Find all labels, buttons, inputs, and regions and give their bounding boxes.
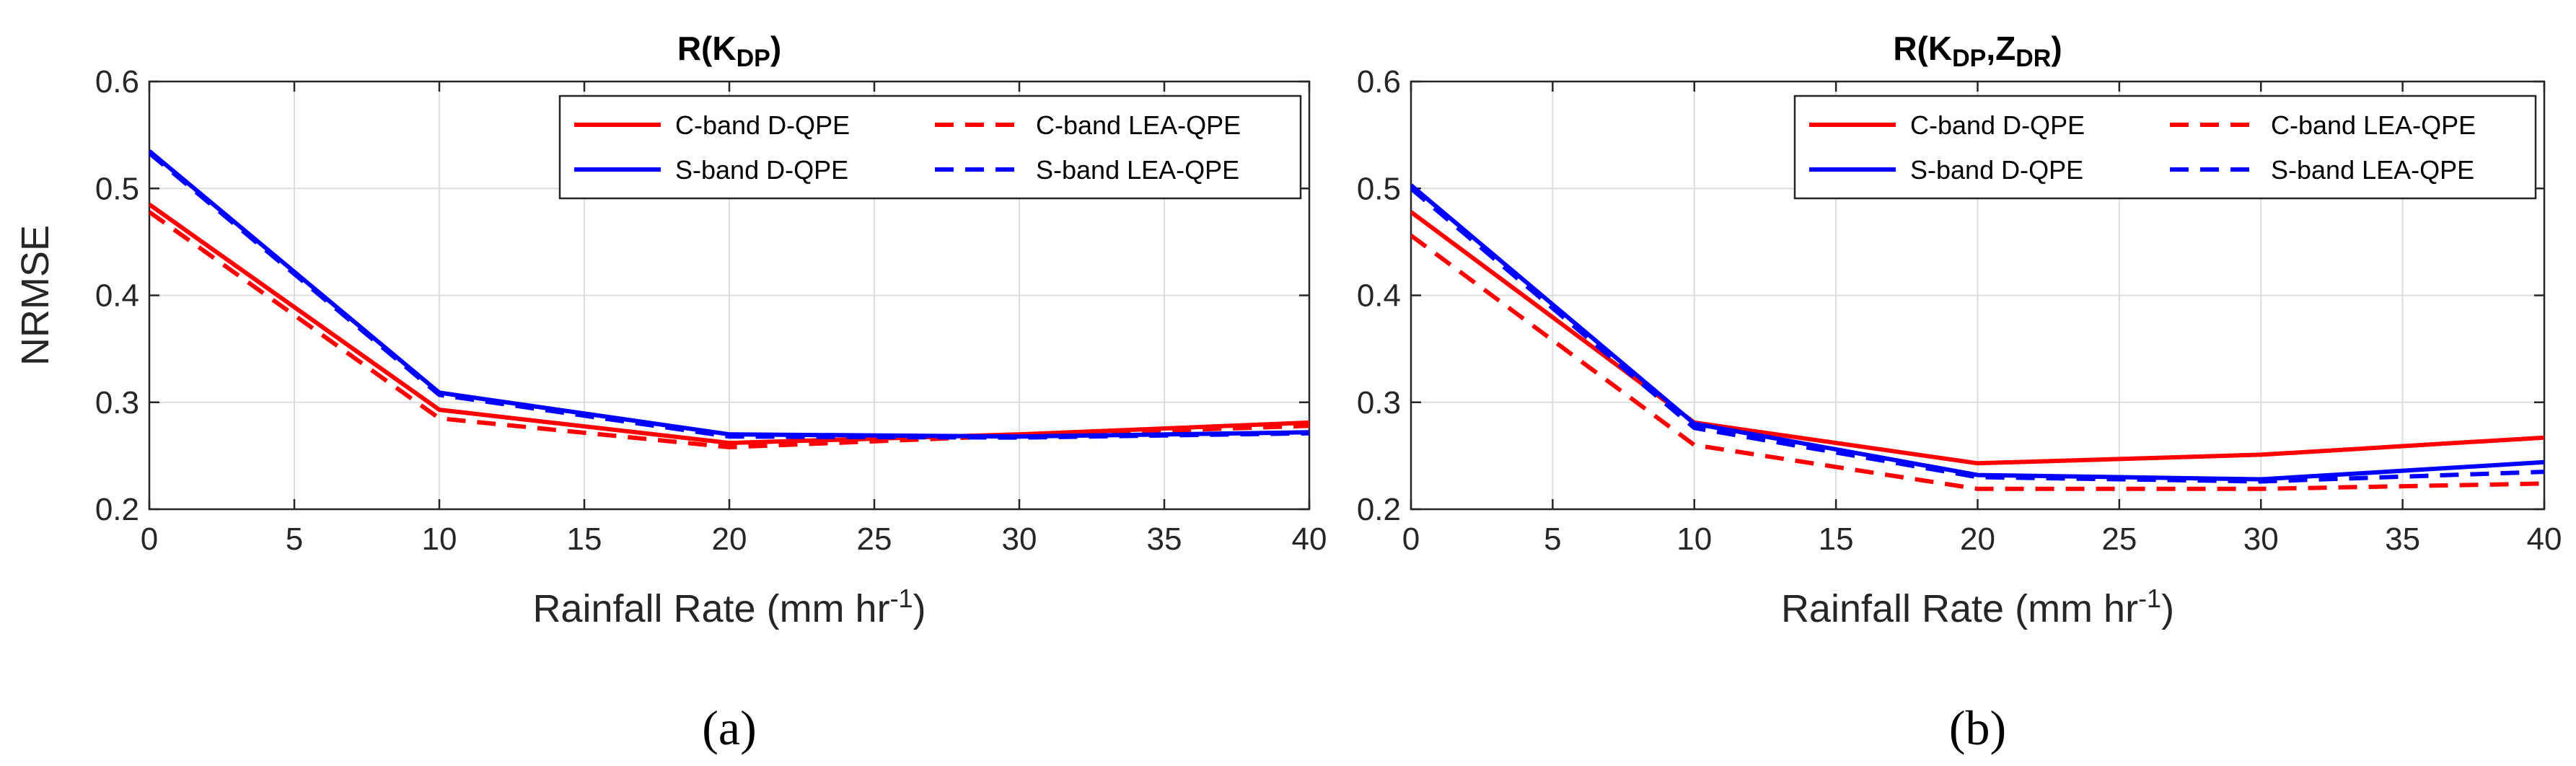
y-tick-label: 0.5 xyxy=(1357,171,1401,206)
y-tick-label: 0.6 xyxy=(95,64,139,100)
x-axis-label: Rainfall Rate (mm hr-1) xyxy=(1781,584,2174,631)
x-tick-label: 35 xyxy=(1147,521,1182,557)
series-line-c-band-lea-qpe xyxy=(149,210,1309,449)
x-tick-label: 0 xyxy=(141,521,158,557)
legend-label: S-band D-QPE xyxy=(1910,155,2083,185)
legend: C-band D-QPE C-band LEA-QPE S-band D-QPE S-… xyxy=(558,94,1302,200)
legend: C-band D-QPE C-band LEA-QPE S-band D-QPE S-… xyxy=(1793,94,2537,200)
x-tick-label: 35 xyxy=(2385,521,2420,557)
series-lines xyxy=(149,149,1309,449)
series-line-c-band-d-qpe xyxy=(1411,210,2544,466)
series-line-s-band-lea-qpe xyxy=(1411,187,2544,484)
legend-label: S-band LEA-QPE xyxy=(2271,155,2474,185)
legend-label: S-band D-QPE xyxy=(675,155,848,185)
chart-title: R(KDP) xyxy=(677,30,781,72)
x-tick-label: 10 xyxy=(422,521,457,557)
legend-label: S-band LEA-QPE xyxy=(1036,155,1239,185)
x-tick-label: 25 xyxy=(857,521,892,557)
y-tick-label: 0.6 xyxy=(1357,64,1401,100)
x-tick-label: 10 xyxy=(1676,521,1712,557)
x-tick-label: 20 xyxy=(1960,521,1995,557)
legend-label: C-band LEA-QPE xyxy=(2271,110,2476,140)
x-tick-label: 30 xyxy=(1002,521,1037,557)
panel-label: (a) xyxy=(702,700,756,755)
x-axis-label: Rainfall Rate (mm hr-1) xyxy=(532,584,926,631)
x-tick-label: 30 xyxy=(2243,521,2279,557)
x-tick-label: 15 xyxy=(567,521,602,557)
chart-panel-1: 0 5 10 15 20 25 30 35 40 0.2 0.3 0.4 0.5 0.6 R(KDP) Rai… xyxy=(14,30,1327,755)
legend-label: C-band LEA-QPE xyxy=(1036,110,1241,140)
x-tick-label: 0 xyxy=(1402,521,1420,557)
legend-label: C-band D-QPE xyxy=(675,110,850,140)
y-tick-label: 0.3 xyxy=(1357,385,1401,421)
series-lines xyxy=(1411,183,2544,491)
x-tick-label: 5 xyxy=(286,521,303,557)
y-tick-label: 0.3 xyxy=(95,385,139,421)
series-line-s-band-d-qpe xyxy=(1411,183,2544,482)
x-tick-label: 20 xyxy=(712,521,747,557)
y-axis-label: NRMSE xyxy=(14,225,57,366)
y-tick-label: 0.4 xyxy=(95,278,139,314)
x-tick-label: 15 xyxy=(1819,521,1854,557)
series-line-c-band-lea-qpe xyxy=(1411,234,2544,491)
x-tick-label: 25 xyxy=(2101,521,2137,557)
y-tick-label: 0.5 xyxy=(95,171,139,206)
x-tick-label: 40 xyxy=(2527,521,2562,557)
legend-box xyxy=(558,94,1302,200)
panel-label: (b) xyxy=(1949,700,2006,755)
legend-label: C-band D-QPE xyxy=(1910,110,2085,140)
x-tick-label: 5 xyxy=(1544,521,1561,557)
chart-panel-2: 0 5 10 15 20 25 30 35 40 0.2 0.3 0.4 0.5 0.6 R(KDP,ZDR… xyxy=(1357,30,2562,755)
y-tick-label: 0.2 xyxy=(95,492,139,527)
y-tick-label: 0.2 xyxy=(1357,492,1401,527)
series-line-s-band-lea-qpe xyxy=(149,151,1309,440)
x-tick-label: 40 xyxy=(1292,521,1327,557)
legend-box xyxy=(1793,94,2537,200)
chart-title: R(KDP,ZDR) xyxy=(1893,30,2062,72)
y-tick-label: 0.4 xyxy=(1357,278,1401,314)
